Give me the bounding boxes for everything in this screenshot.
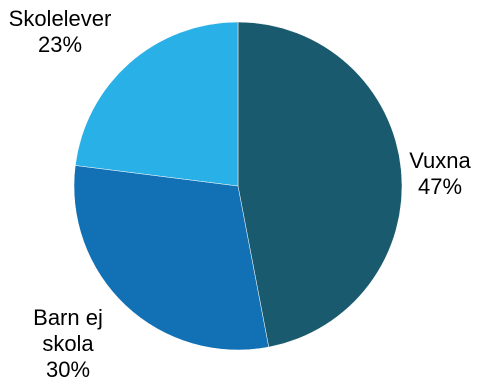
- slice-label-2: Skolelever 23%: [9, 6, 112, 57]
- slice-percent-label: 30%: [46, 357, 90, 382]
- slice-name-label: Skolelever: [9, 6, 112, 31]
- slice-label-1: Barn ej skola 30%: [33, 305, 103, 382]
- slice-name-label: skola: [42, 331, 94, 356]
- slice-percent-label: 47%: [418, 174, 462, 199]
- pie-slice-skolelever: [75, 21, 239, 187]
- pie-labels: Vuxna 47% Barn ej skola 30% Skolelever 23%: [9, 6, 472, 382]
- slice-name-label: Vuxna: [409, 148, 471, 173]
- slice-name-label: Barn ej: [33, 305, 103, 330]
- pie-slice-barn-ej-skola: [73, 165, 270, 351]
- pie-slices: [73, 21, 403, 351]
- slice-label-0: Vuxna 47%: [409, 148, 471, 199]
- pie-slice-vuxna: [237, 21, 403, 348]
- slice-percent-label: 23%: [38, 32, 82, 57]
